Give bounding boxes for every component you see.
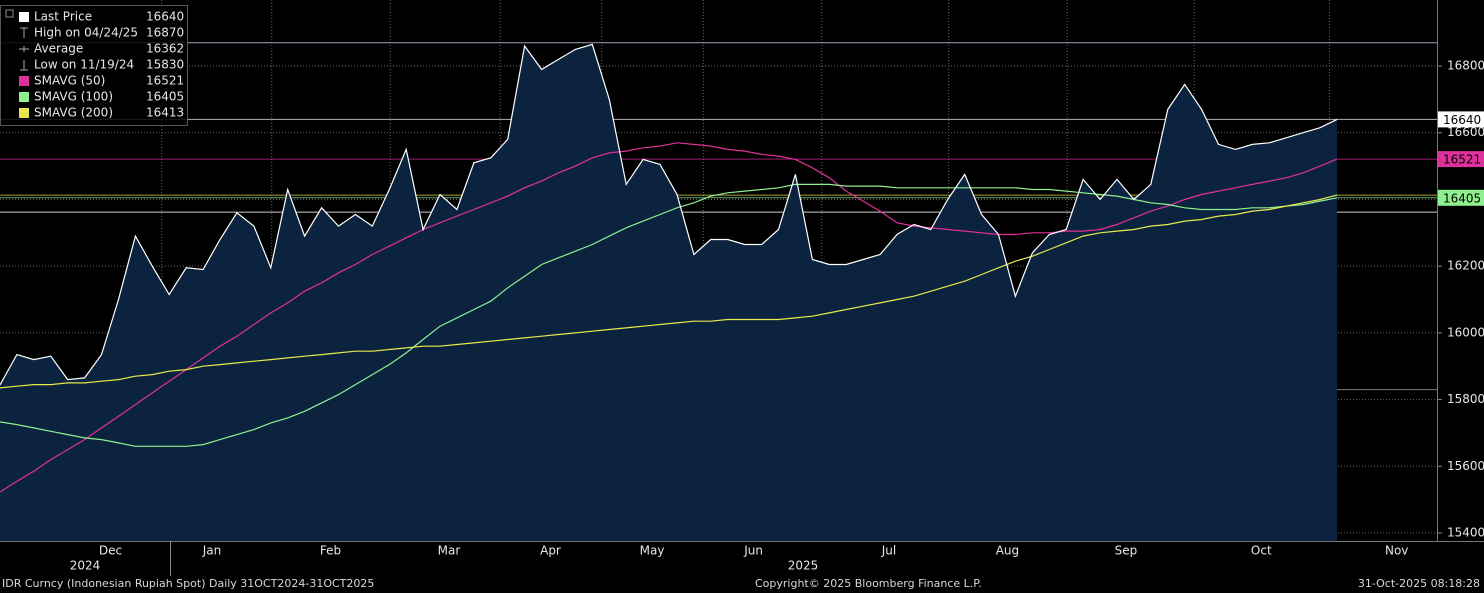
x-tick-label: Apr	[540, 544, 561, 558]
series	[0, 43, 1338, 542]
year-label: 2024	[70, 559, 101, 573]
timestamp: 31-Oct-2025 08:18:28	[1358, 577, 1480, 590]
copyright: Copyright© 2025 Bloomberg Finance L.P.	[755, 577, 982, 590]
legend-swatch	[19, 12, 29, 22]
legend-value: 16362	[146, 42, 184, 56]
value-badge	[1438, 111, 1484, 128]
y-tick-label: 15400	[1447, 525, 1484, 539]
y-tick-label: 15800	[1447, 392, 1484, 406]
x-tick-label: Jan	[202, 544, 222, 558]
x-tick-label: Feb	[320, 544, 341, 558]
legend-collapse	[5, 9, 14, 18]
series-line	[0, 43, 1338, 386]
x-tick-label: Dec	[99, 544, 122, 558]
legend-value: 16870	[146, 26, 184, 40]
x-tick-label: Mar	[438, 544, 461, 558]
x-tick-label: Sep	[1115, 544, 1138, 558]
value-badge-label: 16640	[1443, 113, 1481, 127]
legend-swatch	[19, 92, 29, 102]
y-tick-label: 16800	[1447, 59, 1484, 73]
x-tick-label: Oct	[1251, 544, 1272, 558]
value-badge-label: 16405	[1443, 191, 1481, 205]
legend-box	[0, 5, 188, 126]
legend-label: Low on 11/19/24	[34, 58, 134, 72]
value-badge	[1438, 189, 1484, 206]
value-badge-label: 16521	[1443, 153, 1481, 167]
y-tick-label: 16600	[1447, 125, 1484, 139]
value-badge	[1438, 151, 1484, 168]
axes: 1540015600158001600016200164001660016800…	[99, 59, 1484, 558]
legend-value: 16413	[146, 106, 184, 120]
legend: Last Price 16640 High on 04/24/25 16870 Aver…	[0, 5, 188, 126]
x-tick-label: Jul	[881, 544, 896, 558]
x-tick-label: Nov	[1385, 544, 1408, 558]
x-tick-label: Jun	[743, 544, 763, 558]
y-tick-label: 16200	[1447, 259, 1484, 273]
legend-label: SMAVG (200)	[34, 106, 113, 120]
footer: IDR Curncy (Indonesian Rupiah Spot) Dail…	[2, 577, 374, 590]
legend-label: SMAVG (50)	[34, 74, 105, 88]
series-line	[0, 142, 1338, 493]
legend-value: 15830	[146, 58, 184, 72]
legend-swatch	[19, 108, 29, 118]
legend-value: 16521	[146, 74, 184, 88]
series-line	[0, 194, 1338, 389]
x-tick-label: Aug	[996, 544, 1019, 558]
legend-label: High on 04/24/25	[34, 26, 138, 40]
legend-label: SMAVG (100)	[34, 90, 113, 104]
series-line	[0, 183, 1338, 447]
year-label: 2025	[788, 559, 819, 573]
legend-value: 16405	[146, 90, 184, 104]
y-tick-label: 15600	[1447, 459, 1484, 473]
legend-label: Last Price	[34, 10, 92, 24]
legend-swatch	[19, 76, 29, 86]
legend-label: Average	[34, 42, 83, 56]
y-tick-label: 16000	[1447, 325, 1484, 339]
price-area	[0, 44, 1337, 542]
x-tick-label: May	[640, 544, 665, 558]
legend-value: 16640	[146, 10, 184, 24]
